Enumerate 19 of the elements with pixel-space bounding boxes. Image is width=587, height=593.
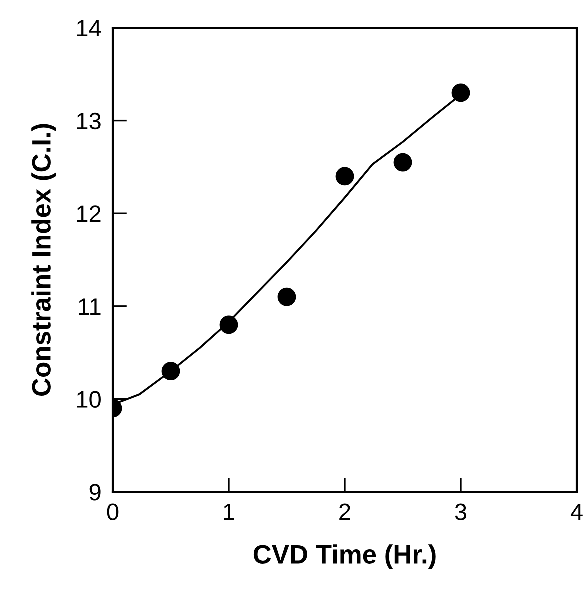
y-axis-title: Constraint Index (C.I.) [32,124,56,396]
y-tick-label: 11 [79,298,101,315]
point [278,288,296,306]
x-tick-label: 0 [107,504,119,520]
y-tick-label: 14 [77,20,102,37]
y-tick-label: 9 [90,484,101,501]
x-tick-label: 3 [455,504,467,520]
x-tick-label: 1 [224,504,234,520]
point [162,362,180,381]
x-tick-label: 2 [340,504,350,520]
point [452,84,470,102]
x-axis-title: CVD Time (Hr.) [254,544,436,570]
point [394,153,412,172]
y-tick-label: 13 [77,112,101,130]
x-tick-label: 4 [570,504,583,520]
point [220,316,238,334]
y-tick-label: 12 [77,206,101,222]
y-tick-label: 10 [77,391,101,408]
point [336,167,354,186]
